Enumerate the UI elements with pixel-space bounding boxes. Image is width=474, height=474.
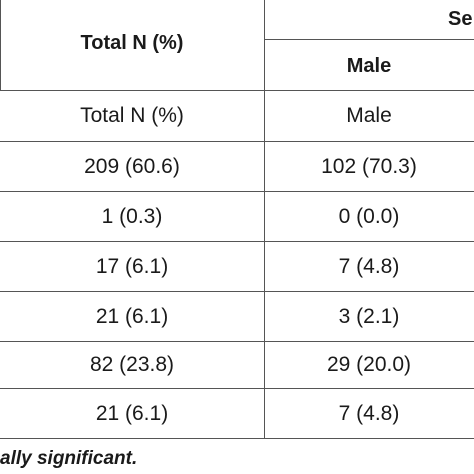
row-divider bbox=[0, 291, 474, 292]
row-divider bbox=[0, 241, 474, 242]
table-cell-total: Total N (%) bbox=[80, 104, 184, 127]
header-total-n: Total N (%) bbox=[80, 31, 184, 54]
left-border bbox=[0, 0, 1, 90]
table-cell-total: 1 (0.3) bbox=[101, 204, 163, 228]
table-cell-total: 82 (23.8) bbox=[89, 353, 175, 376]
table-cell-male: Male bbox=[346, 104, 392, 127]
row-divider bbox=[0, 141, 474, 142]
table-cell-male: 102 (70.3) bbox=[321, 154, 417, 178]
table-cell-total: 209 (60.6) bbox=[84, 154, 180, 178]
table-cell-male: 29 (20.0) bbox=[326, 353, 412, 376]
row-divider bbox=[0, 191, 474, 192]
row-divider bbox=[0, 388, 474, 389]
table-cell-total: 21 (6.1) bbox=[95, 401, 169, 425]
table-cell-total: 17 (6.1) bbox=[95, 254, 169, 278]
group-header-divider bbox=[264, 39, 474, 40]
header-bottom-border bbox=[0, 90, 474, 91]
table-cell-male: 0 (0.0) bbox=[338, 204, 400, 228]
table-footnote: ally significant. bbox=[0, 448, 138, 469]
table-cell-male: 3 (2.1) bbox=[338, 304, 400, 328]
table-bottom-border bbox=[0, 438, 474, 439]
table-cell-male: 7 (4.8) bbox=[338, 401, 400, 425]
header-male: Male bbox=[346, 54, 392, 77]
table-cell-male: 7 (4.8) bbox=[338, 254, 400, 278]
column-divider bbox=[264, 0, 265, 438]
table-cell-total: 21 (6.1) bbox=[95, 304, 169, 328]
group-header-partial: Se bbox=[448, 7, 473, 30]
row-divider bbox=[0, 341, 474, 342]
